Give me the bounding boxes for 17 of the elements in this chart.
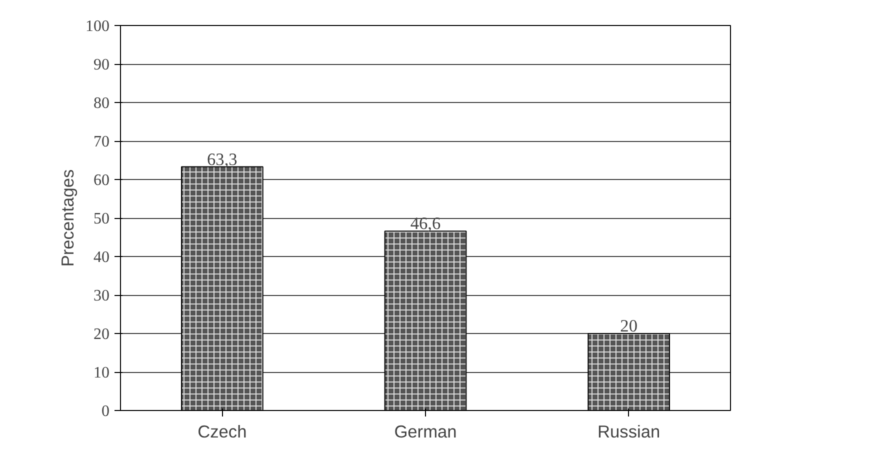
data-label: 20 (620, 316, 638, 336)
y-tick-label: 40 (94, 249, 110, 266)
y-tick-label: 50 (94, 210, 110, 228)
x-tick-label: Czech (198, 422, 247, 442)
y-tick-label: 30 (94, 288, 110, 304)
y-tick-label: 70 (94, 134, 110, 150)
data-label: 63,3 (207, 150, 238, 169)
y-tick-label: 80 (94, 95, 110, 112)
x-tick-label: Russian (598, 422, 660, 442)
y-axis-title: Precentages (58, 169, 78, 267)
y-tick-label: 10 (94, 364, 110, 382)
x-tick-label: German (394, 422, 457, 442)
y-tick-label: 90 (94, 56, 110, 74)
y-tick-label: 60 (94, 172, 110, 189)
y-tick-label: 100 (86, 18, 110, 35)
y-tick-label: 20 (94, 326, 110, 343)
y-tick-label: 0 (102, 403, 110, 420)
